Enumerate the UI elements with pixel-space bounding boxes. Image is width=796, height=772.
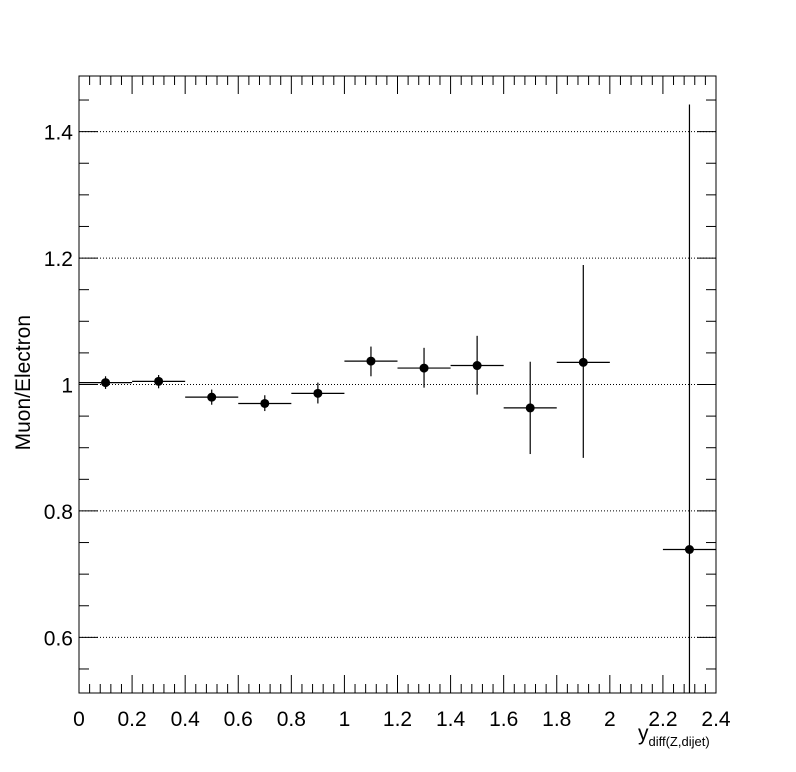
x-tick-label: 2.4 <box>701 708 731 731</box>
axis-ticks <box>78 76 717 693</box>
y-tick-label: 1.4 <box>44 122 74 145</box>
y-axis-label: Muon/Electron <box>12 315 35 450</box>
x-axis-label-main: y <box>638 722 649 745</box>
point-marker <box>260 398 270 408</box>
point-marker <box>366 356 376 366</box>
x-tick-label: 1.8 <box>542 708 571 731</box>
data-point <box>79 376 133 389</box>
data-point <box>291 382 345 404</box>
data-point <box>132 375 186 389</box>
point-marker <box>207 392 217 402</box>
x-axis-label: ydiff(Z,dijet) <box>638 722 710 749</box>
grid-lines <box>79 131 716 638</box>
x-tick-label: 1.4 <box>436 708 466 731</box>
data-point <box>238 395 292 412</box>
x-tick-label: 0.4 <box>171 708 201 731</box>
point-marker <box>313 388 323 398</box>
point-marker <box>154 376 164 386</box>
x-tick-label: 1.6 <box>489 708 518 731</box>
data-point <box>662 104 716 693</box>
y-tick-label: 0.6 <box>44 627 73 650</box>
data-point <box>450 335 504 395</box>
point-marker <box>684 544 694 554</box>
x-tick-label: 0.8 <box>277 708 306 731</box>
data-point <box>503 361 557 455</box>
y-tick-label: 0.8 <box>44 501 73 524</box>
x-tick-labels: 0 0.2 0.4 0.6 0.8 1 1.2 1.4 1.6 1.8 2 2.2 2.4 <box>73 708 731 731</box>
y-tick-label: 1.2 <box>44 248 73 271</box>
x-tick-label: 1.2 <box>383 708 412 731</box>
data-point <box>344 346 398 377</box>
data-point <box>556 265 610 458</box>
point-marker <box>472 361 482 371</box>
data-point <box>397 347 451 388</box>
point-marker <box>525 403 535 413</box>
x-tick-label: 0.2 <box>117 708 146 731</box>
point-marker <box>578 357 588 367</box>
point-marker <box>419 363 429 373</box>
x-tick-label: 2 <box>604 708 616 731</box>
x-tick-label: 2.2 <box>648 708 677 731</box>
x-tick-label: 0 <box>73 708 85 731</box>
y-tick-labels: 0.6 0.8 1 1.2 1.4 <box>44 122 74 651</box>
x-axis-label-subscript: diff(Z,dijet) <box>649 734 710 749</box>
y-tick-label: 1 <box>61 375 73 398</box>
point-marker <box>101 378 111 388</box>
data-points <box>79 104 716 693</box>
data-point <box>185 389 239 405</box>
x-tick-label: 0.6 <box>224 708 253 731</box>
x-tick-label: 1 <box>339 708 351 731</box>
